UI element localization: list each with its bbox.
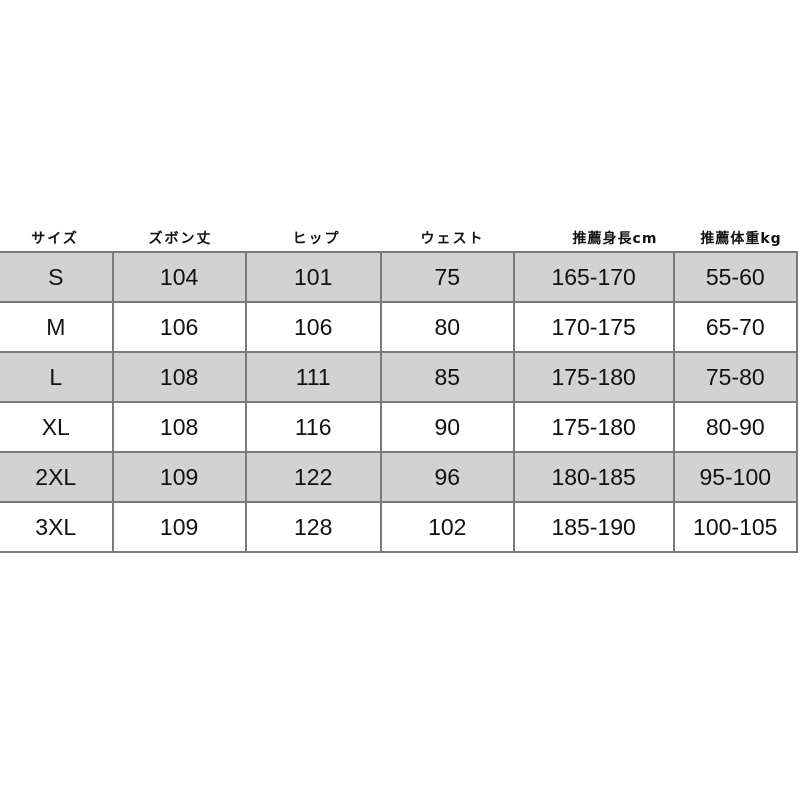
table-cell: S [0,251,114,303]
table-cell: 104 [111,251,247,303]
table-cell: L [0,351,114,403]
table-cell: 128 [244,501,382,553]
table-cell: 175-180 [512,401,675,453]
table-row: 3XL 109 128 102 185-190 100-105 [0,501,798,553]
table-cell: 65-70 [672,301,798,353]
header-weight: 推薦体重kg [700,231,782,247]
table-cell: 109 [111,501,247,553]
header-size: サイズ [31,231,79,247]
header-hip: ヒップ [292,231,341,247]
table-cell: 106 [244,301,382,353]
table-cell: 106 [111,301,247,353]
table-row: XL 108 116 90 175-180 80-90 [0,401,798,453]
table-cell: 96 [379,451,515,503]
header-height: 推薦身長cm [572,231,658,247]
table-cell: 116 [244,401,382,453]
table-cell: 85 [379,351,515,403]
table-cell: 101 [244,251,382,303]
table-cell: 102 [379,501,515,553]
table-cell: 75-80 [672,351,798,403]
table-cell: 80 [379,301,515,353]
header-pants-length: ズボン丈 [148,231,213,247]
table-header: サイズ ズボン丈 ヒップ ウェスト 推薦身長cm 推薦体重kg [0,228,800,250]
table-cell: 175-180 [512,351,675,403]
table-cell: 75 [379,251,515,303]
table-cell: 111 [244,351,382,403]
table-cell: 55-60 [672,251,798,303]
table-cell: 95-100 [672,451,798,503]
table-cell: 109 [111,451,247,503]
table-cell: 3XL [0,501,114,553]
table-cell: 108 [111,351,247,403]
header-waist: ウェスト [420,231,485,247]
table-cell: 170-175 [512,301,675,353]
table-row: M 106 106 80 170-175 65-70 [0,301,798,353]
table-row: 2XL 109 122 96 180-185 95-100 [0,451,798,503]
table-cell: XL [0,401,114,453]
table-cell: 100-105 [672,501,798,553]
table-cell: 90 [379,401,515,453]
table-cell: 2XL [0,451,114,503]
table-cell: 185-190 [512,501,675,553]
table-row: L 108 111 85 175-180 75-80 [0,351,798,403]
table-cell: M [0,301,114,353]
table-cell: 122 [244,451,382,503]
table-row: S 104 101 75 165-170 55-60 [0,251,798,303]
size-table: S 104 101 75 165-170 55-60 M 106 106 80 170-175 65-… [0,251,798,553]
table-cell: 108 [111,401,247,453]
table-cell: 180-185 [512,451,675,503]
table-cell: 80-90 [672,401,798,453]
table-cell: 165-170 [512,251,675,303]
